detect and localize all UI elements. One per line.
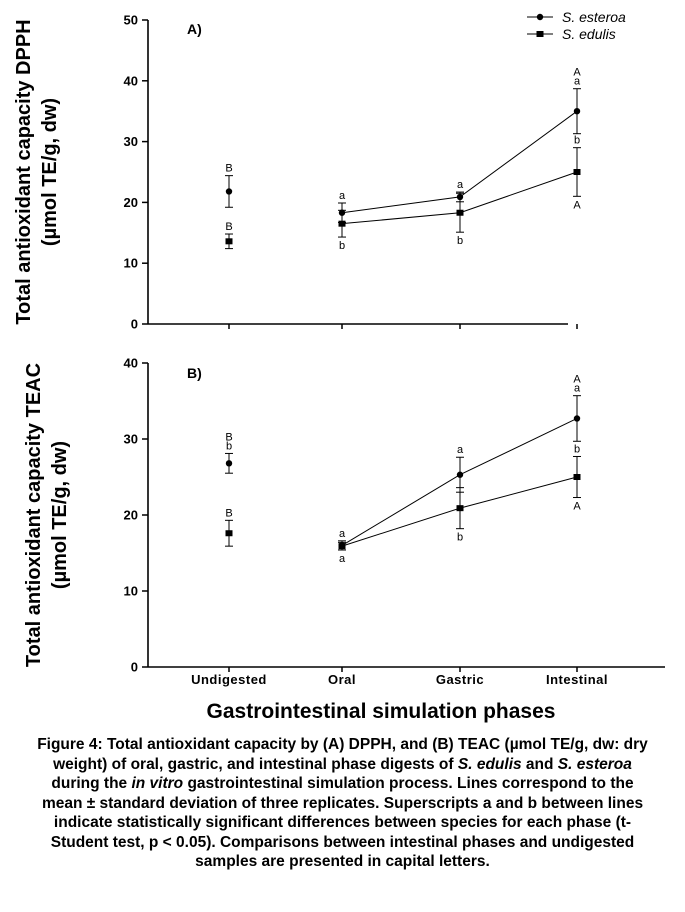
panel-b-y-tick-label: 40 xyxy=(124,356,138,371)
panel-b-series-esteroa-point xyxy=(456,471,464,478)
panel-b-y-axis-label: Total antioxidant capacity TEAC xyxy=(23,363,45,667)
panel-b-significance-letter: a xyxy=(457,444,464,456)
panel-b-significance-letter: a xyxy=(339,528,346,540)
panel-a-series-esteroa-point xyxy=(573,108,581,115)
panel-a-y-tick-label: 40 xyxy=(124,73,138,88)
legend-label-esteroa: S. esteroa xyxy=(562,9,626,25)
panel-b-significance-letter: B xyxy=(225,431,232,443)
panel-a-significance-letter: A xyxy=(573,67,581,79)
panel-a-series-edulis-point xyxy=(338,220,346,227)
panel-a-significance-letter: a xyxy=(339,190,346,202)
panel-a-significance-letter: b xyxy=(339,240,345,252)
panel-b-significance-letter: a xyxy=(339,553,346,565)
panel-b-y-tick-label: 10 xyxy=(124,584,138,599)
x-category-label: Intestinal xyxy=(546,672,608,687)
x-category-label: Undigested xyxy=(191,672,267,687)
panel-b-significance-letter: B xyxy=(225,507,232,519)
panel-b-significance-letter: A xyxy=(573,501,581,513)
caption-part: during the xyxy=(51,775,132,792)
legend-marker-esteroa xyxy=(536,13,544,21)
panel-b-significance-letter: a xyxy=(574,383,581,395)
caption-part: S. esteroa xyxy=(557,755,632,773)
caption-part: Figure 4: Total antioxidant capacity by … xyxy=(37,736,648,773)
panel-b-y-tick-label: 0 xyxy=(131,660,138,675)
panel-b-series-esteroa-point xyxy=(573,415,581,422)
panel-a-series-edulis-point xyxy=(225,238,233,245)
panel-b-series-edulis-point xyxy=(338,543,346,550)
panel-a-significance-letter: b xyxy=(457,235,463,247)
panel-a-significance-letter: A xyxy=(573,199,581,211)
panel-a-y-axis-unit: (µmol TE/g, dw) xyxy=(39,98,61,246)
x-category-label: Gastric xyxy=(436,672,484,687)
panel-b-significance-letter: b xyxy=(457,532,463,544)
figure-caption: Figure 4: Total antioxidant capacity by … xyxy=(30,735,655,872)
panel-a-significance-letter: B xyxy=(225,163,232,175)
panel-b-significance-letter: A xyxy=(573,374,581,386)
legend-marker-edulis xyxy=(536,31,544,37)
panel-a-y-tick-label: 0 xyxy=(131,317,138,332)
caption-part: and xyxy=(521,755,558,773)
panel-b-y-tick-label: 30 xyxy=(124,432,138,447)
panel-b-significance-letter: b xyxy=(574,443,580,455)
legend-label-edulis: S. edulis xyxy=(562,26,616,42)
panel-a-y-tick-label: 20 xyxy=(124,195,138,210)
panel-b-series-edulis-point xyxy=(456,505,464,512)
panel-a-significance-letter: b xyxy=(574,135,580,147)
panel-a-significance-letter: a xyxy=(574,76,581,88)
panel-a-series-esteroa-point xyxy=(225,188,233,195)
panel-a-series-edulis-point xyxy=(573,169,581,175)
x-axis-title: Gastrointestinal simulation phases xyxy=(207,700,556,723)
panel-a-series-edulis-point xyxy=(456,209,464,216)
panel-a-significance-letter: a xyxy=(457,179,464,191)
panel-a-y-tick-label: 50 xyxy=(124,13,138,28)
x-category-label: Oral xyxy=(328,672,356,687)
panel-b-series-edulis-point xyxy=(225,530,233,537)
caption-part: gastrointestinal simulation process. Lin… xyxy=(41,775,644,870)
panel-b-series-esteroa-point xyxy=(225,460,233,467)
panel-b-series-edulis-point xyxy=(573,474,581,480)
panel-a-y-axis-label: Total antioxidant capacity DPPH xyxy=(13,19,35,324)
panel-a-y-tick-label: 30 xyxy=(124,134,138,149)
panel-b-y-tick-label: 20 xyxy=(124,508,138,523)
panel-a-significance-letter: B xyxy=(225,221,232,233)
panel-b-y-axis-unit: (µmol TE/g, dw) xyxy=(49,441,71,589)
panel-b-label: B) xyxy=(187,365,202,381)
panel-b-significance-letter: b xyxy=(226,440,232,452)
panel-a-label: A) xyxy=(187,21,202,37)
caption-part: S. edulis xyxy=(457,755,522,773)
caption-part: in vitro xyxy=(131,775,184,792)
panel-a-y-tick-label: 10 xyxy=(124,256,138,271)
